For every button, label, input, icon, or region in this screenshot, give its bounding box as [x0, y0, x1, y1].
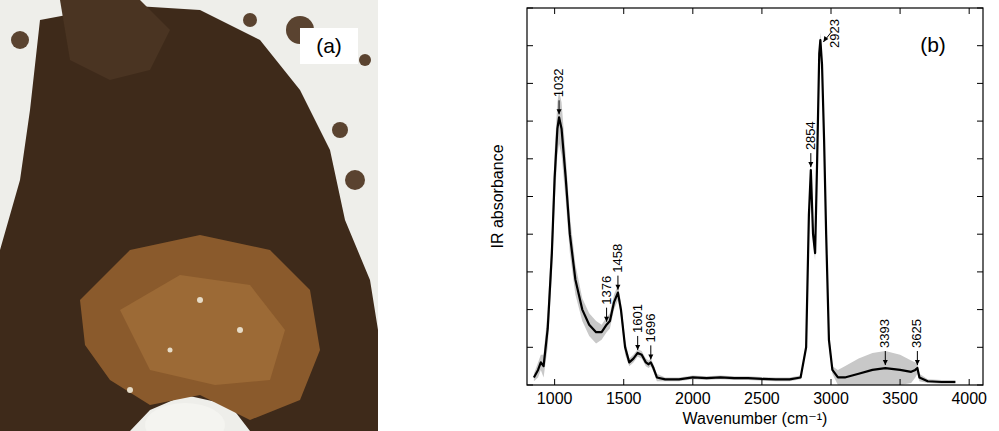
x-tick — [554, 379, 555, 385]
x-tick — [623, 8, 624, 14]
spectrum-panel: 1000 1500 2000 2500 3000 3500 4000 Wavenumber (… — [489, 8, 987, 427]
data-group — [534, 33, 955, 386]
y-tick — [527, 234, 533, 235]
photo-dark-mass — [0, 5, 378, 431]
annotations: 103213761458160116962854292333933625 — [551, 19, 924, 365]
x-tick-label: 2000 — [675, 390, 711, 407]
x-tick — [761, 8, 762, 14]
peak-arrowhead — [604, 317, 609, 322]
y-tick — [527, 271, 533, 272]
photo-fleck — [11, 31, 29, 49]
photo-brown-region — [80, 235, 320, 420]
y-tick — [527, 309, 533, 310]
peak-arrowhead — [557, 109, 562, 114]
peak-arrowhead — [648, 354, 653, 359]
y-tick — [977, 121, 983, 122]
photo-fleck — [359, 54, 371, 66]
y-tick — [977, 83, 983, 84]
y-tick — [527, 121, 533, 122]
x-axis-title: Wavenumber (cm⁻¹) — [683, 410, 828, 427]
photo-brown-region — [120, 275, 285, 385]
x-tick — [900, 8, 901, 14]
y-tick — [527, 83, 533, 84]
x-tick-label: 2500 — [744, 390, 780, 407]
x-tick-label: 1000 — [537, 390, 573, 407]
peak-arrowhead — [915, 360, 920, 365]
peak-label: 1458 — [610, 244, 625, 273]
error-band — [534, 33, 955, 386]
x-tick-label: 3000 — [813, 390, 849, 407]
peak-arrowhead — [823, 36, 828, 42]
micrograph-panel: (a) — [0, 0, 378, 431]
peak-arrowhead — [808, 162, 813, 167]
x-tick — [761, 379, 762, 385]
peak-label: 3393 — [877, 319, 892, 348]
peak-arrowhead — [635, 345, 640, 350]
photo-fleck — [168, 348, 173, 353]
x-tick-label: 4000 — [951, 390, 987, 407]
y-tick — [527, 158, 533, 159]
y-axis-title: IR absorbance — [489, 144, 506, 248]
x-tick — [554, 8, 555, 14]
spectrum-line — [534, 40, 955, 382]
y-tick — [977, 385, 983, 386]
peak-label: 1376 — [599, 276, 614, 305]
panel-label-box — [300, 28, 358, 64]
x-tick — [969, 8, 970, 14]
y-tick — [977, 45, 983, 46]
x-tick — [623, 379, 624, 385]
x-tick-label: 1500 — [606, 390, 642, 407]
y-tick — [977, 158, 983, 159]
x-tick — [692, 8, 693, 14]
peak-arrowhead — [883, 360, 888, 365]
photo-hole — [145, 403, 225, 431]
peak-arrow — [823, 32, 831, 42]
panel-label: (a) — [316, 34, 342, 57]
x-tick — [900, 379, 901, 385]
peak-arrowhead — [615, 285, 620, 290]
y-tick — [977, 196, 983, 197]
peak-label: 3625 — [909, 319, 924, 348]
x-tick — [831, 8, 832, 14]
plot-frame — [527, 8, 983, 385]
photo-fleck — [237, 327, 243, 333]
photo-fleck — [332, 122, 348, 138]
photo-fleck — [127, 387, 133, 393]
photo-fleck — [197, 297, 203, 303]
y-tick — [527, 385, 533, 386]
y-tick — [977, 271, 983, 272]
photo-background — [0, 0, 378, 431]
y-tick — [527, 8, 533, 9]
peak-label: 2854 — [803, 121, 818, 150]
y-tick — [527, 347, 533, 348]
x-tick — [692, 379, 693, 385]
x-tick — [831, 379, 832, 385]
y-tick — [527, 45, 533, 46]
figure: (a) 1000 1500 2000 2500 3000 3500 4000 Wavenumbe… — [0, 0, 999, 431]
panel-label: (b) — [920, 33, 946, 56]
x-tick-label: 3500 — [882, 390, 918, 407]
y-tick — [977, 309, 983, 310]
photo-fleck — [345, 170, 365, 190]
peak-label: 1696 — [643, 313, 658, 342]
x-tick — [969, 379, 970, 385]
y-tick — [977, 8, 983, 9]
y-tick — [527, 196, 533, 197]
photo-fleck — [243, 13, 257, 27]
peak-label: 1032 — [551, 68, 566, 97]
y-tick — [977, 234, 983, 235]
photo-dark-mass — [60, 0, 170, 80]
y-tick — [977, 347, 983, 348]
